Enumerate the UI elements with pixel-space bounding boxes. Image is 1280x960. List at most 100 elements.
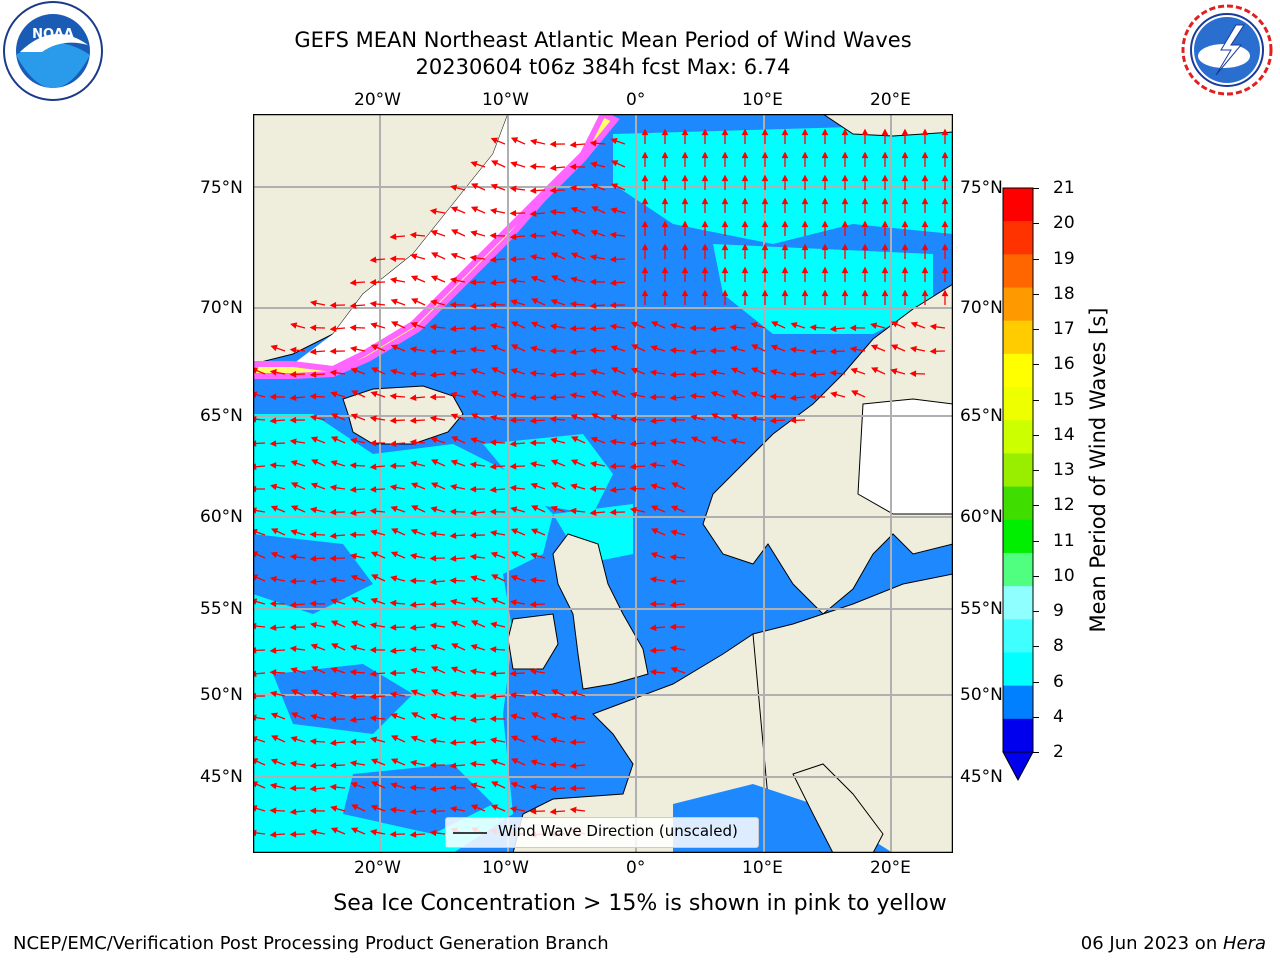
colorbar-segment [1003,685,1033,720]
wind-arrow-head [329,715,337,723]
wind-arrow-head [449,598,458,606]
wind-arrow-head [510,367,518,375]
wind-arrow-head [269,369,277,376]
wind-arrow-head [821,289,829,297]
wind-arrow-head [550,459,559,466]
wind-arrow-head [390,321,399,328]
wind-arrow-head [470,206,479,213]
wind-arrow-head [290,736,298,743]
wind-arrow-head [470,390,479,397]
wind-arrow-head [389,440,397,447]
wind-arrow-head [429,737,437,745]
wind-arrow-head [429,829,437,837]
wind-arrow-head [881,151,889,159]
wind-arrow-head [870,322,878,330]
wind-arrow-head [309,807,317,815]
wind-arrow-head [370,758,379,765]
wind-arrow-head [410,712,419,719]
wind-arrow-head [510,137,519,144]
right-lat-label-55n: 55°N [960,599,1003,619]
colorbar-tick-label: 14 [1053,424,1075,445]
wind-arrow-head [801,220,809,228]
wind-arrow-head [490,597,498,604]
wind-arrow-head [490,621,498,629]
wind-arrow-head [450,666,458,673]
wind-arrow-head [409,601,417,609]
wind-arrow-head [509,416,517,424]
wind-arrow-head [329,532,337,540]
wind-arrow-head [681,197,689,205]
wind-arrow-head [630,367,639,374]
wind-arrow-head [809,348,817,355]
wind-arrow-head [369,646,377,654]
land-finland-lake [857,398,953,515]
wind-arrow-head [431,252,439,259]
wind-arrow-head [349,760,357,767]
wind-arrow-head [409,370,417,378]
wind-arrow-head [349,486,357,493]
wind-arrow-head [610,207,618,214]
wind-arrow-head [741,243,749,251]
wind-arrow-head [390,713,398,720]
wind-arrow-head [709,369,717,376]
right-lat-label-45n: 45°N [960,767,1003,787]
wind-arrow-head [890,368,898,375]
colorbar-segment [1003,188,1033,222]
wind-arrow-head [349,693,357,700]
left-lat-label-45n: 45°N [200,767,243,787]
wind-arrow-head [850,367,858,375]
wind-arrow-head [349,509,357,517]
wind-arrow-head [569,325,577,332]
wind-arrow-head [310,436,318,443]
colorbar-segment [1003,486,1033,521]
wind-arrow-head [709,347,717,355]
wind-arrow-head [310,643,318,650]
wind-arrow-head [821,174,829,182]
wind-arrow-head [369,439,377,447]
wind-arrow-head [469,509,477,517]
wind-arrow-head [830,391,838,398]
wind-arrow-head [790,322,798,329]
wind-arrow-head [350,827,359,834]
wind-arrow-head [861,243,869,251]
wind-arrow-head [330,436,339,443]
wind-arrow-head [309,531,317,538]
colorbar-tick-mark [1033,540,1039,542]
wind-arrow-head [721,174,729,182]
wind-arrow-head [610,345,618,352]
wind-arrow-head [529,601,537,608]
wind-arrow-head [549,761,557,769]
wind-arrow-head [669,578,677,585]
wind-arrow-head [449,577,457,584]
wind-arrow-head [901,128,909,136]
colorbar-tick-mark [1033,611,1039,612]
wind-arrow-head [849,346,857,353]
bottom-lon-label-20e: 20°E [870,858,911,878]
wind-arrow-head [270,735,279,742]
wind-arrow-head [309,371,317,378]
wind-arrow-head [470,230,478,237]
wind-arrow-head [489,207,497,215]
wind-arrow-head [369,415,377,422]
wind-arrow-head [941,289,949,297]
wind-arrow-head [789,394,797,402]
wind-arrow-head [549,187,557,194]
colorbar-segment [1003,420,1033,454]
wind-arrow-head [901,266,909,274]
wind-arrow-head [901,151,909,159]
wind-arrow-head [710,436,719,443]
wind-arrow-head [681,151,689,159]
wind-arrow-head [781,128,789,136]
wind-arrow-head [369,463,377,471]
wind-arrow-head [371,574,379,581]
wind-arrow-head [749,415,757,423]
top-lon-label-10e: 10°E [742,90,783,110]
wind-arrow-head [921,266,929,274]
right-lat-label-65n: 65°N [960,406,1003,426]
wind-arrow-head [470,782,478,789]
wind-arrow-head [409,346,417,353]
wind-arrow-head [629,416,637,423]
colorbar-tick-label: 4 [1053,706,1064,727]
chart-title: GEFS MEAN Northeast Atlantic Mean Period… [294,28,912,52]
wind-arrow-head [549,347,557,355]
